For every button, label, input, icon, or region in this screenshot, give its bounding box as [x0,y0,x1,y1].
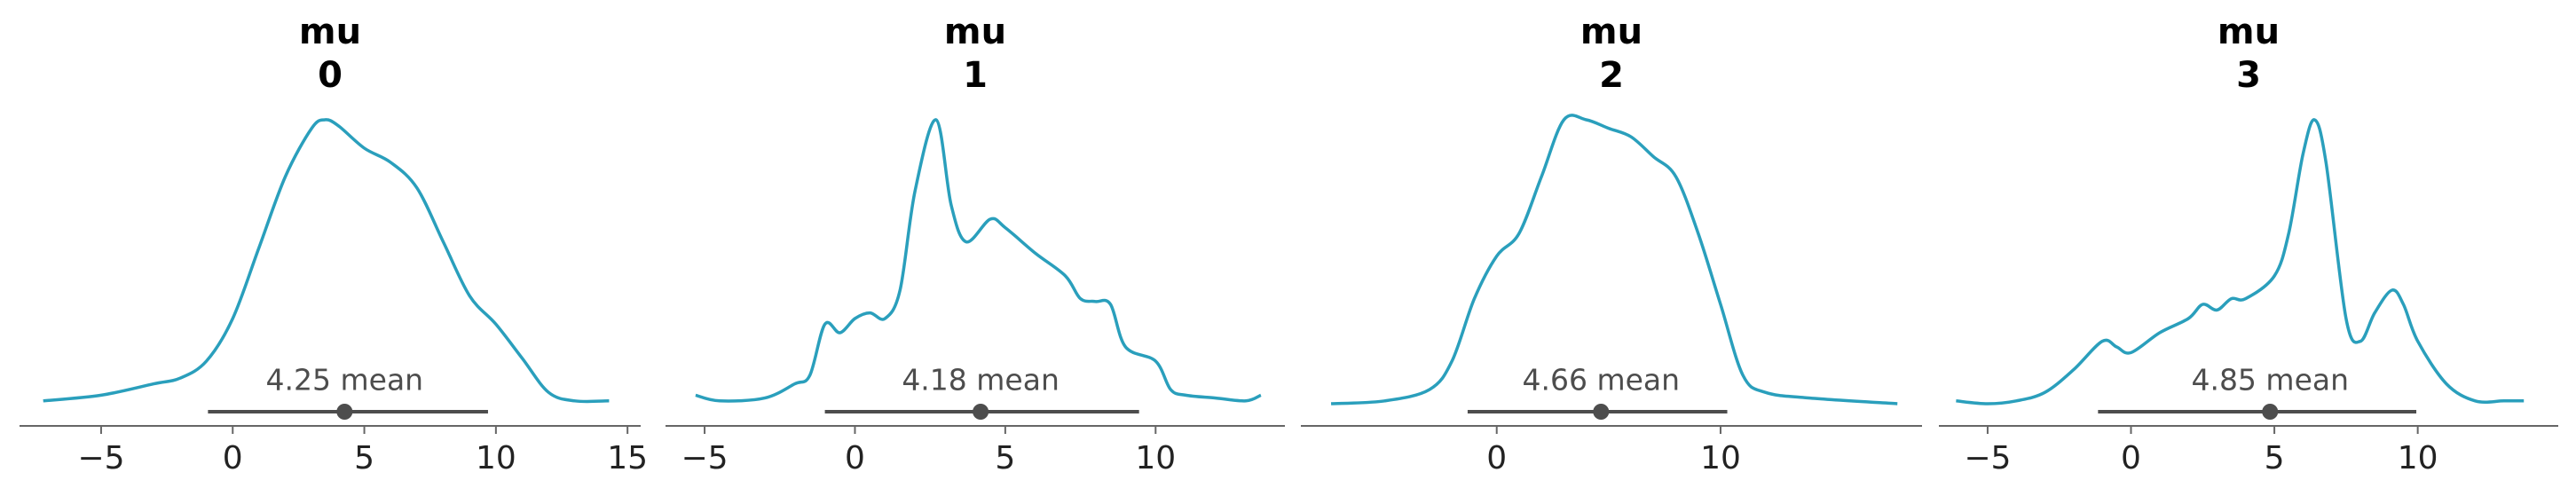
x-tick-label: 10 [1700,440,1741,476]
panel-title: 0 [318,55,343,96]
density-curve [695,118,1262,403]
panel-title: mu [944,12,1006,52]
panel-title: mu [1580,12,1642,52]
panel-title: 1 [963,55,988,96]
x-tick-label: −5 [1964,440,2011,476]
density-curve [1330,114,1898,405]
x-tick-label: 5 [354,440,374,476]
x-tick-label: 15 [607,440,648,476]
panel-title: mu [299,12,361,52]
x-tick-label: 0 [2121,440,2141,476]
x-tick-label: 0 [1486,440,1507,476]
mean-label: 4.85 mean [2191,363,2349,398]
x-tick-label: 5 [995,440,1015,476]
mean-label: 4.18 mean [902,363,1060,398]
x-tick-label: 0 [845,440,865,476]
mean-point [973,404,989,420]
mean-point [1593,404,1610,420]
density-curve [43,118,610,404]
mean-label: 4.66 mean [1522,363,1680,398]
x-tick-label: 10 [1135,440,1176,476]
mean-point [336,404,353,420]
x-tick-label: 5 [2265,440,2285,476]
x-tick-label: 10 [2398,440,2438,476]
panel-title: 2 [1599,55,1624,96]
mean-label: 4.25 mean [266,363,424,398]
x-tick-label: −5 [77,440,124,476]
density-curve [1956,118,2525,405]
panel-title: 3 [2236,55,2261,96]
mean-point [2262,404,2279,420]
x-tick-label: −5 [681,440,729,476]
panel-title: mu [2218,12,2280,52]
x-tick-label: 0 [223,440,243,476]
x-tick-label: 10 [476,440,516,476]
